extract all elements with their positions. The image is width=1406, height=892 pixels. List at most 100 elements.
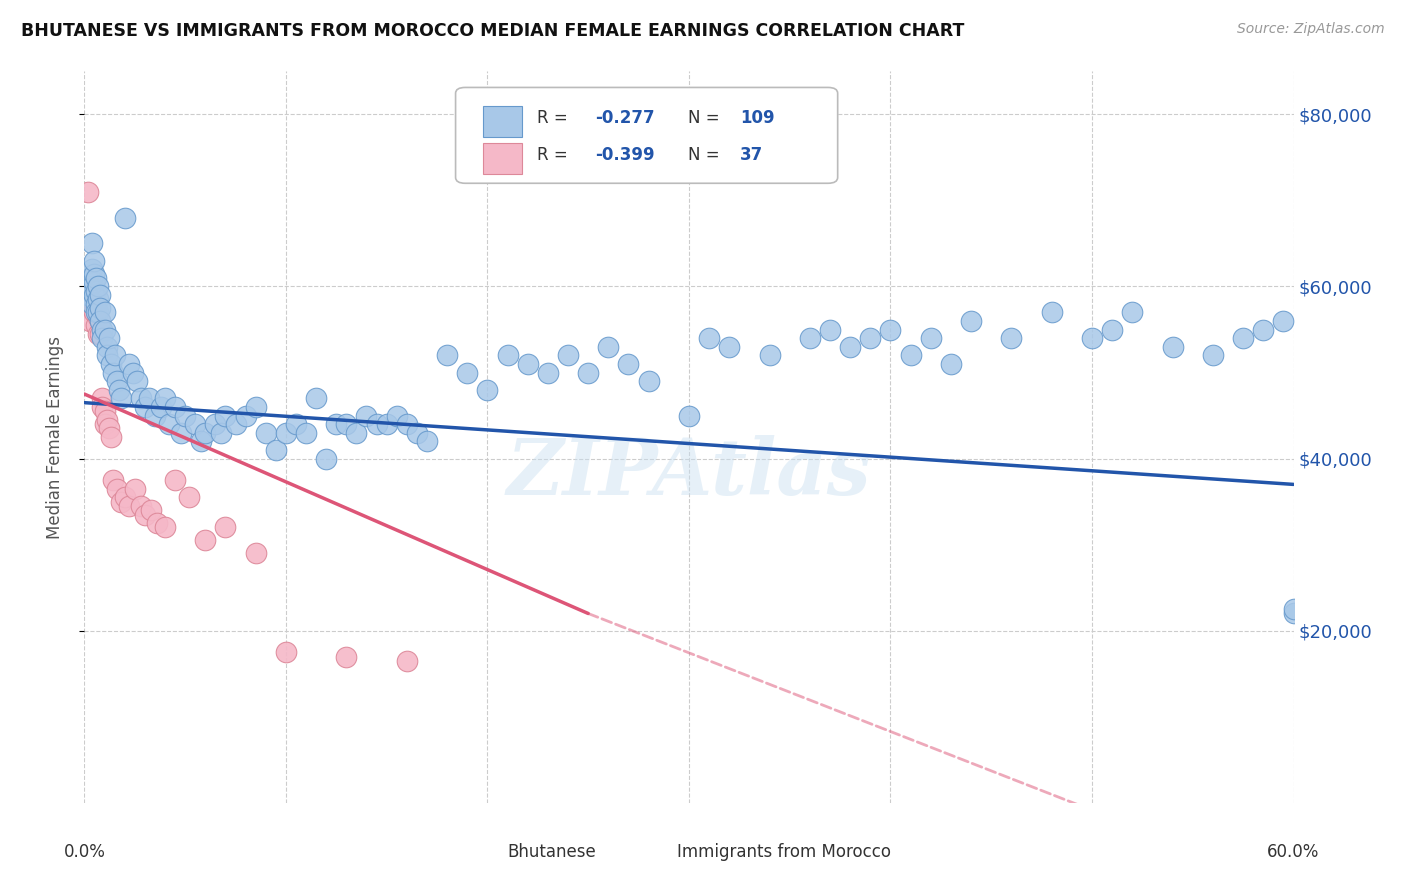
Point bbox=[77, 185, 100, 199]
Point bbox=[190, 434, 212, 449]
Point bbox=[146, 516, 169, 530]
Point bbox=[274, 645, 297, 659]
Point bbox=[194, 425, 217, 440]
Point bbox=[718, 340, 741, 354]
Y-axis label: Median Female Earnings: Median Female Earnings bbox=[45, 335, 63, 539]
Text: Source: ZipAtlas.com: Source: ZipAtlas.com bbox=[1237, 22, 1385, 37]
Point bbox=[1000, 331, 1022, 345]
Point bbox=[89, 314, 111, 328]
Point bbox=[101, 473, 124, 487]
Point bbox=[100, 357, 122, 371]
Text: 0.0%: 0.0% bbox=[63, 843, 105, 861]
Point bbox=[97, 421, 120, 435]
Text: 37: 37 bbox=[740, 146, 763, 164]
Point bbox=[1202, 348, 1225, 362]
Point bbox=[839, 340, 862, 354]
Point bbox=[385, 409, 408, 423]
Point bbox=[87, 326, 110, 341]
Point bbox=[576, 366, 599, 380]
Point bbox=[416, 434, 439, 449]
Point bbox=[96, 340, 118, 354]
Point bbox=[107, 383, 129, 397]
Point bbox=[305, 392, 328, 406]
Point bbox=[79, 279, 101, 293]
Point bbox=[170, 425, 193, 440]
Point bbox=[138, 392, 160, 406]
Point bbox=[87, 293, 110, 307]
Point bbox=[617, 357, 640, 371]
Point bbox=[900, 348, 922, 362]
FancyBboxPatch shape bbox=[641, 839, 668, 862]
Point bbox=[366, 417, 388, 432]
Point bbox=[86, 301, 108, 315]
Point bbox=[1081, 331, 1104, 345]
Point bbox=[157, 417, 180, 432]
Point bbox=[139, 503, 162, 517]
Point bbox=[134, 508, 156, 522]
Point bbox=[346, 425, 368, 440]
Point bbox=[165, 400, 187, 414]
Point bbox=[93, 305, 115, 319]
Point bbox=[325, 417, 347, 432]
Point bbox=[245, 546, 267, 560]
Point bbox=[118, 357, 141, 371]
Point bbox=[83, 296, 105, 310]
Point bbox=[758, 348, 780, 362]
Text: -0.277: -0.277 bbox=[595, 110, 654, 128]
Point bbox=[960, 314, 983, 328]
Point bbox=[89, 314, 111, 328]
Point bbox=[83, 305, 105, 319]
Point bbox=[86, 305, 108, 319]
FancyBboxPatch shape bbox=[484, 106, 522, 137]
Point bbox=[100, 430, 122, 444]
Point bbox=[96, 348, 118, 362]
Point bbox=[83, 275, 105, 289]
Point bbox=[129, 499, 152, 513]
Point bbox=[920, 331, 942, 345]
Point bbox=[678, 409, 700, 423]
Point bbox=[335, 417, 357, 432]
Point bbox=[83, 253, 105, 268]
Point bbox=[496, 348, 519, 362]
Point bbox=[179, 491, 201, 505]
Point bbox=[110, 392, 132, 406]
Point bbox=[165, 473, 187, 487]
Point bbox=[1121, 305, 1143, 319]
Point bbox=[859, 331, 882, 345]
Point bbox=[879, 322, 901, 336]
Point bbox=[86, 296, 108, 310]
Point bbox=[89, 326, 111, 341]
Point bbox=[91, 392, 114, 406]
Point bbox=[93, 404, 115, 418]
Point bbox=[83, 267, 105, 281]
Text: -0.399: -0.399 bbox=[595, 146, 654, 164]
Point bbox=[129, 392, 152, 406]
Point bbox=[89, 288, 111, 302]
Point bbox=[1282, 602, 1305, 616]
Point bbox=[214, 520, 236, 534]
Point bbox=[91, 322, 114, 336]
Point bbox=[537, 366, 560, 380]
Point bbox=[77, 288, 100, 302]
Point bbox=[184, 417, 207, 432]
Point bbox=[86, 271, 108, 285]
FancyBboxPatch shape bbox=[456, 87, 838, 183]
Text: Bhutanese: Bhutanese bbox=[508, 843, 596, 861]
Point bbox=[125, 374, 148, 388]
Point bbox=[477, 383, 499, 397]
Point bbox=[101, 366, 124, 380]
Text: Immigrants from Morocco: Immigrants from Morocco bbox=[676, 843, 891, 861]
Point bbox=[105, 482, 128, 496]
Point bbox=[209, 425, 232, 440]
Point bbox=[1101, 322, 1123, 336]
Point bbox=[114, 491, 136, 505]
Point bbox=[214, 409, 236, 423]
Point bbox=[1272, 314, 1295, 328]
Point bbox=[1161, 340, 1184, 354]
Point bbox=[82, 301, 104, 315]
Point bbox=[93, 417, 115, 432]
Text: R =: R = bbox=[537, 146, 572, 164]
Point bbox=[1232, 331, 1254, 345]
Point bbox=[436, 348, 458, 362]
Text: R =: R = bbox=[537, 110, 572, 128]
